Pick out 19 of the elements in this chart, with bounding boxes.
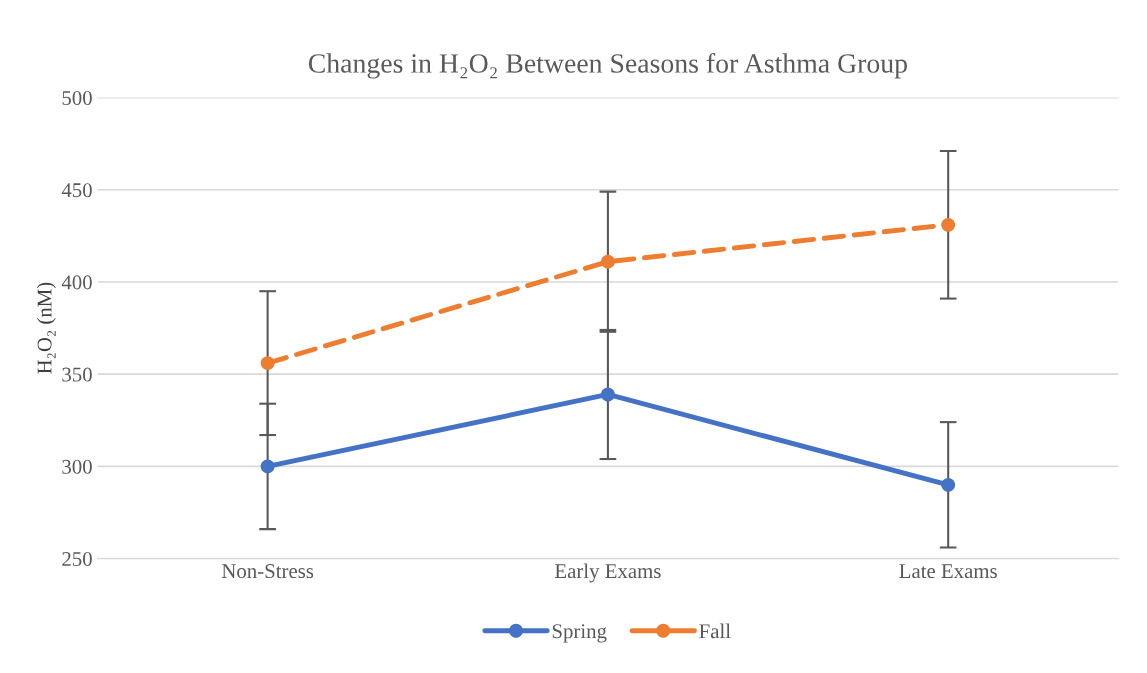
legend-label: Spring [552,624,607,643]
y-tick-label: 250 [62,551,92,567]
x-tick-label: Early Exams [555,563,661,583]
y-tick-label: 500 [62,90,92,106]
point [600,387,615,402]
y-tick-label: 450 [61,183,92,198]
y-tick-label: 400 [61,275,92,290]
chart-title: Changes in H₂O₂ Between Seasons for Asthma Group [308,53,907,79]
y-axis-title: H₂O₂ (nM) [36,282,56,374]
legend-label: Fall [699,623,731,639]
y-tick-label: 350 [62,367,92,382]
y-tick-label: 300 [62,459,92,474]
point [260,459,275,474]
x-tick-label: Late Exams [899,564,997,579]
point [600,254,615,269]
point [941,217,956,232]
point [260,356,275,371]
x-tick-label: Non-Stress [221,564,314,579]
point [941,477,956,492]
